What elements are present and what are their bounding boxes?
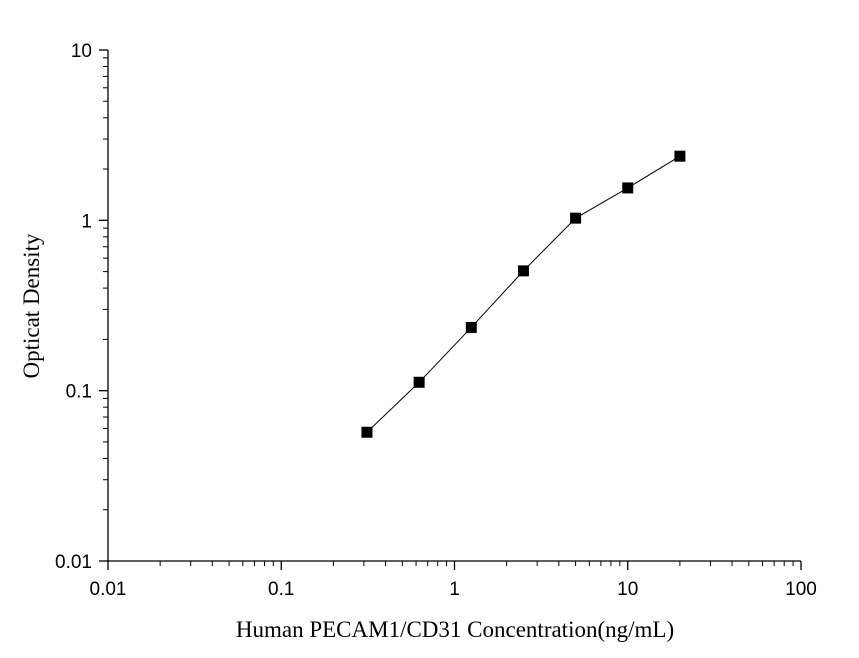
ticks-layer <box>99 49 802 570</box>
axes-layer <box>107 50 801 562</box>
x-tick-label: 100 <box>785 579 817 600</box>
y-tick-label: 0.01 <box>55 552 92 573</box>
y-axis-title: Opticat Density <box>19 233 44 378</box>
data-point <box>622 182 634 194</box>
x-axis-title: Human PECAM1/CD31 Concentration(ng/mL) <box>236 617 674 642</box>
series-line-layer <box>366 155 681 433</box>
y-tick-label: 0.1 <box>66 382 92 403</box>
tick-labels-layer: 0.01 0.1 1 10 100 0.01 0.1 1 10 <box>55 41 817 600</box>
data-points-layer <box>361 150 686 438</box>
y-tick-label: 1 <box>81 211 92 232</box>
data-point <box>465 321 477 333</box>
data-point <box>674 150 686 162</box>
data-point <box>361 426 373 438</box>
series-line <box>366 155 681 433</box>
data-point <box>413 376 425 388</box>
data-point <box>570 212 582 224</box>
x-tick-label: 0.1 <box>268 579 294 600</box>
x-tick-label: 10 <box>617 579 638 600</box>
data-point <box>517 265 529 277</box>
y-tick-label: 10 <box>71 41 92 62</box>
x-tick-label: 1 <box>449 579 460 600</box>
x-tick-label: 0.01 <box>90 579 127 600</box>
